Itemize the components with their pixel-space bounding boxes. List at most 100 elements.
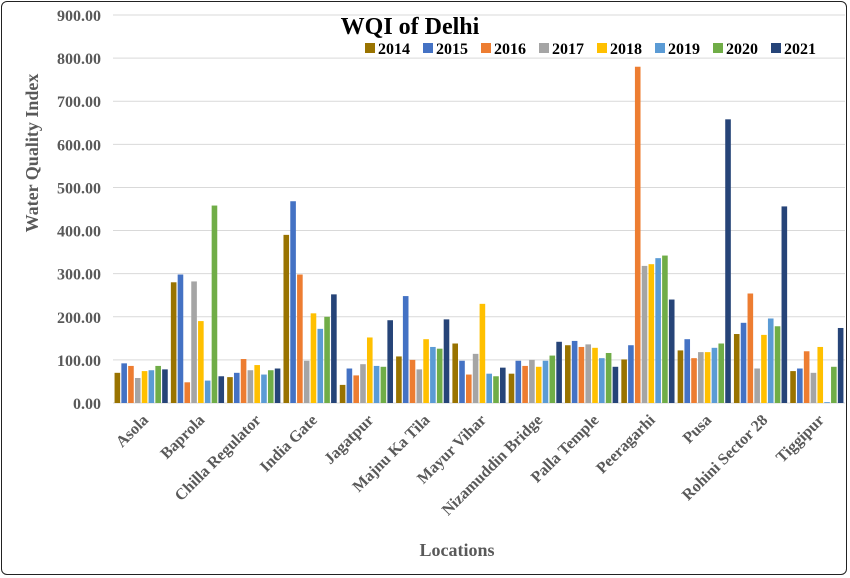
category-label: Tiggipur (773, 412, 828, 467)
bar-2021-rohini-sector-28 (781, 206, 788, 403)
legend-label-2017: 2017 (552, 41, 584, 58)
bar-2017-majnu-ka-tila (416, 369, 423, 403)
bar-2016-tiggipur (803, 351, 810, 403)
bar-2014-jagatpur (339, 384, 346, 403)
legend-swatch-2020 (713, 43, 723, 53)
category-label: Jagatpur (321, 412, 377, 468)
bar-2016-baprola (184, 382, 191, 403)
bar-2018-palla-temple (592, 347, 598, 403)
bar-2014-nizamuddin-bridge (508, 373, 515, 403)
bar-2018-majnu-ka-tila (423, 339, 429, 403)
bar-2015-asola (121, 363, 127, 403)
category-label: India Gate (257, 412, 321, 476)
legend-label-2015: 2015 (436, 41, 468, 58)
bar-2021-tiggipur (837, 327, 844, 403)
y-tick-label: 0.00 (73, 396, 101, 413)
bar-2016-jagatpur (353, 375, 359, 403)
bar-2015-peeragarhi (628, 345, 634, 403)
bar-2015-rohini-sector-28 (740, 322, 747, 403)
bar-2018-jagatpur (366, 337, 373, 403)
bar-2017-peeragarhi (641, 265, 648, 403)
bar-2016-pusa (691, 358, 697, 403)
bar-2021-chilla-regulator (274, 368, 281, 403)
bar-2019-nizamuddin-bridge (542, 360, 549, 403)
bar-2020-peeragarhi (662, 255, 668, 403)
bar-2020-tiggipur (831, 366, 837, 403)
bar-2014-peeragarhi (621, 359, 627, 403)
bar-2016-nizamuddin-bridge (522, 365, 528, 403)
bar-2017-palla-temple (585, 344, 592, 403)
legend-swatch-2018 (597, 43, 607, 53)
bar-2021-baprola (218, 376, 225, 403)
bar-2016-peeragarhi (634, 66, 641, 403)
bar-2021-asola (162, 369, 168, 403)
bar-2015-pusa (684, 339, 691, 403)
legend-label-2019: 2019 (668, 41, 700, 58)
bar-2019-peeragarhi (655, 258, 661, 403)
bar-2020-jagatpur (380, 366, 387, 403)
bar-2021-india-gate (331, 294, 337, 403)
y-tick-label: 300.00 (57, 267, 101, 284)
bar-2020-majnu-ka-tila (436, 348, 443, 403)
bar-2017-pusa (698, 352, 704, 403)
bar-2015-india-gate (290, 201, 296, 403)
category-label: Peeragarhi (593, 411, 659, 477)
bar-2021-jagatpur (387, 320, 393, 403)
bar-2015-palla-temple (571, 340, 578, 403)
bar-2020-chilla-regulator (267, 370, 274, 403)
bar-2018-asola (141, 371, 148, 403)
bar-2015-tiggipur (797, 368, 803, 403)
bar-2016-majnu-ka-tila (409, 359, 416, 403)
legend-swatch-2015 (423, 43, 433, 53)
bar-2015-majnu-ka-tila (402, 296, 409, 403)
x-axis-title: Locations (419, 540, 494, 560)
legend-swatch-2016 (481, 43, 491, 53)
legend-swatch-2019 (655, 43, 665, 53)
bar-2020-nizamuddin-bridge (549, 355, 556, 403)
bar-2019-mayur-vihar (486, 373, 492, 403)
bar-2014-pusa (677, 350, 684, 403)
bar-2014-tiggipur (790, 371, 796, 403)
legend-swatch-2017 (539, 43, 549, 53)
bar-2021-pusa (725, 119, 731, 403)
bar-2019-jagatpur (373, 365, 380, 403)
category-label: Nizamuddin Bridge (439, 412, 546, 519)
y-tick-label: 100.00 (57, 353, 101, 370)
bar-2015-jagatpur (346, 368, 353, 403)
bar-2021-nizamuddin-bridge (556, 341, 562, 403)
bar-2016-chilla-regulator (240, 359, 247, 403)
category-label: Asola (113, 412, 152, 451)
bars (114, 66, 844, 403)
bar-2021-peeragarhi (668, 299, 675, 403)
y-tick-label: 800.00 (57, 51, 101, 68)
legend-swatch-2014 (365, 43, 375, 53)
y-tick-label: 700.00 (57, 94, 101, 111)
legend-label-2014: 2014 (378, 41, 410, 58)
bar-2020-pusa (718, 343, 725, 403)
y-axis-title: Water Quality Index (22, 74, 42, 233)
y-tick-label: 900.00 (57, 8, 101, 25)
bar-2018-pusa (704, 352, 711, 403)
bar-2019-india-gate (317, 328, 324, 403)
bar-2015-chilla-regulator (233, 372, 240, 403)
bar-2015-baprola (177, 274, 184, 403)
bar-2021-mayur-vihar (500, 367, 506, 403)
bar-2018-india-gate (310, 313, 317, 403)
bar-2017-india-gate (303, 360, 310, 403)
y-axis-ticks: 0.00 100.00 200.00 300.00 400.00 500.00 600.00… (57, 8, 101, 413)
chart-title: WQI of Delhi (341, 14, 480, 40)
bar-2019-tiggipur (824, 402, 830, 403)
bar-2019-majnu-ka-tila (430, 346, 436, 403)
y-tick-label: 600.00 (57, 137, 101, 154)
bar-2014-palla-temple (565, 345, 571, 403)
bar-2016-india-gate (297, 274, 303, 403)
bar-2016-rohini-sector-28 (747, 293, 754, 403)
y-tick-label: 500.00 (57, 180, 101, 197)
bar-2018-rohini-sector-28 (761, 334, 767, 403)
bar-2018-chilla-regulator (254, 365, 260, 403)
bar-2016-mayur-vihar (466, 374, 472, 403)
bar-2014-majnu-ka-tila (396, 356, 402, 403)
y-tick-label: 200.00 (57, 310, 101, 327)
